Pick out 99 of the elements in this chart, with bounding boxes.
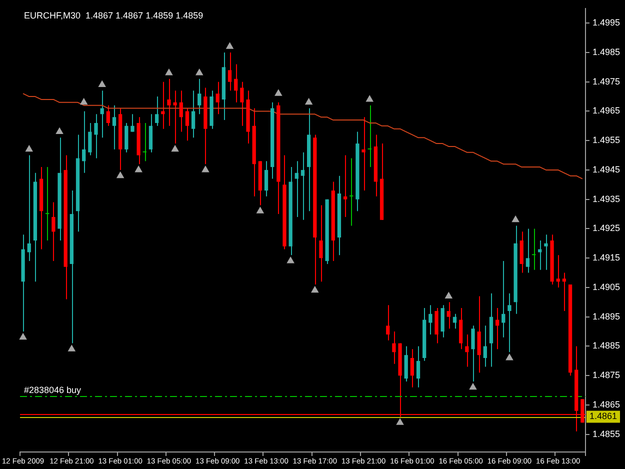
y-tick-label: 1.4915: [592, 252, 620, 263]
point: [20, 333, 27, 340]
candlestick: [124, 122, 128, 153]
point: [287, 257, 294, 264]
candlestick: [198, 78, 202, 115]
candlestick: [234, 64, 238, 103]
candlestick: [88, 122, 92, 156]
point: [512, 216, 520, 222]
candlestick: [106, 104, 110, 126]
candlestick: [216, 81, 220, 115]
point: [135, 166, 142, 172]
y-tick-label: 1.4945: [592, 164, 620, 174]
y-tick-label: 1.4975: [592, 76, 620, 86]
candlestick: [300, 152, 305, 220]
candlestick: [459, 308, 463, 350]
point: [98, 80, 106, 88]
point: [26, 145, 33, 152]
candlestick: [362, 116, 366, 192]
candlestick: [350, 158, 354, 226]
candlestick: [112, 104, 116, 150]
point: [274, 90, 282, 96]
candlestick: [495, 308, 500, 350]
candlestick: [161, 81, 165, 130]
candlestick: [52, 202, 56, 262]
candlestick: [264, 160, 268, 197]
candlestick: [532, 228, 536, 270]
chart-title: EURCHF,M30 1.4867 1.4867 1.4859 1.4859: [24, 10, 204, 20]
point: [80, 98, 88, 105]
candlestick: [544, 234, 548, 270]
candlestick: [386, 304, 390, 341]
candlestick: [294, 160, 298, 218]
point: [68, 345, 76, 352]
candlestick: [416, 346, 420, 388]
candlestick: [428, 304, 432, 335]
y-tick-label: 1.4925: [592, 223, 620, 234]
y-tick-label: 1.4865: [592, 399, 620, 410]
candlestick: [483, 325, 487, 368]
candlestick: [556, 254, 560, 288]
ref-line-label: #2838046 buy: [24, 385, 82, 396]
candlestick: [471, 325, 475, 382]
point: [311, 286, 318, 293]
candlestick: [191, 90, 196, 138]
candlestick: [100, 90, 104, 138]
candlestick: [446, 302, 450, 330]
candlestick: [228, 52, 232, 92]
point: [445, 292, 452, 299]
candlestick: [185, 108, 190, 142]
candlestick: [27, 154, 31, 262]
candlestick: [465, 334, 469, 368]
point: [196, 69, 203, 76]
point: [396, 418, 404, 425]
candlestick: [343, 154, 348, 218]
point: [256, 207, 264, 214]
point: [469, 383, 477, 390]
point: [172, 145, 179, 152]
y-tick-label: 1.4965: [592, 106, 620, 116]
candlestick: [179, 90, 183, 132]
y-tick-label: 1.4985: [592, 46, 620, 57]
candlestick: [46, 166, 50, 241]
candlestick: [319, 204, 323, 282]
point: [366, 95, 374, 102]
candlestick: [94, 114, 98, 159]
candlestick: [440, 304, 444, 338]
candlestick: [562, 272, 566, 312]
candlestick: [148, 114, 153, 153]
point: [56, 128, 64, 134]
candlestick: [392, 331, 396, 364]
candlestick: [82, 110, 86, 174]
point: [305, 98, 312, 105]
candlestick: [142, 122, 146, 162]
candlestick: [173, 90, 177, 144]
point: [165, 69, 172, 76]
candlestick: [167, 78, 171, 126]
candlestick: [502, 260, 506, 338]
candlestick: [508, 292, 512, 353]
y-tick-label: 1.4935: [592, 194, 620, 204]
candlestick: [434, 308, 438, 344]
candlestick: [154, 96, 159, 126]
y-tick-label: 1.4905: [592, 282, 620, 292]
candlestick: [452, 313, 457, 330]
candlestick: [130, 114, 134, 132]
point: [202, 166, 209, 172]
y-tick-label: 1.4955: [592, 135, 620, 146]
candlestick: [477, 296, 481, 374]
point: [116, 172, 124, 178]
candlestick: [240, 81, 244, 126]
y-tick-label: 1.4995: [592, 18, 620, 28]
candlestick: [404, 346, 408, 382]
y-tick-label: 1.4885: [592, 340, 620, 351]
y-tick-label: 1.4855: [592, 428, 620, 439]
candlestick: [520, 231, 524, 274]
point: [226, 42, 234, 49]
point: [506, 354, 513, 360]
candlestick: [368, 104, 372, 168]
candlestick: [410, 348, 414, 388]
y-tick-label: 1.4875: [592, 370, 620, 380]
ref-line-label: 1.4861: [589, 411, 618, 422]
y-tick-label: 1.4895: [592, 311, 620, 322]
candlestick: [526, 228, 530, 274]
